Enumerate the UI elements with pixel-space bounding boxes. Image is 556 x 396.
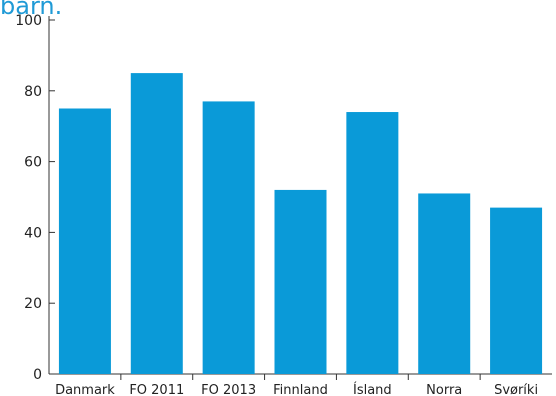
y-tick-label: 100: [15, 13, 42, 29]
bar: [130, 73, 183, 374]
y-tick-label: 60: [24, 155, 42, 171]
bar: [274, 189, 327, 374]
category-label: Finnland: [273, 383, 328, 396]
bar: [490, 207, 543, 374]
category-label: FO 2011: [129, 383, 184, 396]
category-label: FO 2013: [201, 383, 256, 396]
category-label: Svøríki: [494, 383, 538, 396]
y-tick-label: 80: [24, 84, 42, 100]
y-tick-label: 40: [24, 225, 42, 241]
category-label: Danmark: [55, 383, 115, 396]
category-label: Norra: [426, 383, 462, 396]
x-axis: [49, 373, 552, 380]
category-label: Ísland: [353, 382, 392, 396]
bars: [58, 73, 543, 375]
bar: [418, 193, 471, 374]
bar: [58, 108, 111, 374]
bar: [202, 101, 255, 375]
chart-title: barn.: [0, 0, 62, 20]
y-axis: 0 20 40 60 80 100: [15, 13, 55, 383]
bar: [346, 112, 399, 374]
y-tick-label: 20: [24, 296, 42, 312]
y-tick-label: 0: [33, 367, 42, 383]
category-labels: Danmark FO 2011 FO 2013 Finnland Ísland Norra…: [55, 382, 538, 396]
